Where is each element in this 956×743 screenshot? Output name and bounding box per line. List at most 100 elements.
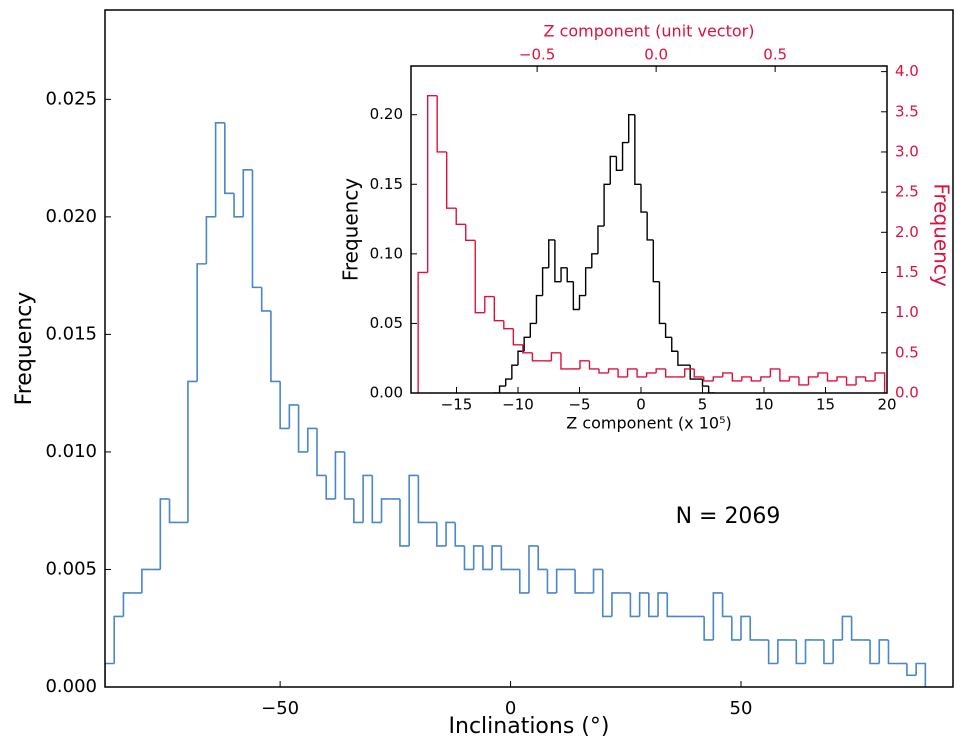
y-tick-label: 0.00 [370,384,403,402]
x-axis-label: Z component (x 10⁵) [566,414,731,433]
histogram-step [634,114,642,185]
histogram-step [522,344,533,354]
histogram-step [482,545,493,571]
histogram-step [645,372,657,377]
histogram-step [484,295,495,313]
histogram-step [626,368,638,377]
histogram-step [601,569,612,618]
histogram-step [572,281,580,311]
histogram-step [436,522,447,547]
y2-tick-label: 4.0 [895,62,919,80]
histogram-step [609,155,617,185]
histogram-step [529,322,537,338]
histogram-step [592,568,603,593]
histogram-step [841,615,852,640]
histogram-step [855,376,866,385]
y2-tick-label: 1.0 [895,303,919,321]
x2-axis-label: Z component (unit vector) [544,22,755,41]
histogram-step [465,224,476,242]
histogram-step [603,183,611,227]
histogram-step [845,376,857,386]
histogram-step [517,350,525,366]
histogram-step [353,498,364,524]
histogram-step [500,545,511,571]
y2-tick-label: 1.5 [895,263,919,281]
y2-tick-label: 2.0 [895,223,919,241]
histogram-step [297,404,308,453]
x-tick-label: 50 [730,698,753,719]
histogram-step [113,615,124,664]
histogram-step [554,239,562,283]
histogram-step [445,521,456,546]
histogram-step [159,498,170,570]
histogram-step [722,372,733,377]
histogram-step [518,569,529,594]
y-tick-label: 0.20 [370,105,403,123]
y-tick-label: 0.15 [370,175,403,193]
x-tick-label: −50 [261,698,299,719]
histogram-step [638,592,649,617]
y-tick-label: 0.025 [45,88,97,109]
histogram-step [205,216,216,264]
histogram-step [588,360,600,370]
histogram-step [804,639,815,664]
histogram-step [168,498,179,524]
histogram-step [535,294,543,324]
histogram-step [196,263,207,382]
histogram-step [878,639,889,664]
x-tick-label: 0 [636,396,646,414]
histogram-step [436,95,447,153]
x2-tick-label: 0.0 [644,46,668,64]
histogram-step [528,545,539,593]
y-tick-label: 0.10 [370,244,403,262]
inset-background [411,66,887,393]
histogram-step [798,376,809,386]
histogram-step [454,522,465,547]
x-tick-label: 5 [698,396,708,414]
histogram-step [664,368,676,378]
histogram-step [560,267,568,282]
histogram-step [887,639,898,665]
histogram-step [417,475,428,524]
histogram-step [426,95,438,273]
histogram-step [749,616,760,641]
histogram-step [677,351,685,366]
histogram-step [850,616,861,641]
annotation: N = 2069 [676,504,781,529]
histogram-step [306,427,317,452]
y-axis-label: Frequency [339,178,363,281]
histogram-step [648,592,659,618]
y2-tick-label: 0.0 [895,384,919,402]
histogram-step [615,156,623,172]
histogram-step [503,320,514,330]
histogram-step [224,122,235,195]
histogram-step [548,239,555,268]
y2-tick-label: 3.0 [895,142,919,160]
histogram-step [629,592,640,618]
histogram-step [498,385,506,393]
histogram-step [646,212,654,241]
histogram-step [760,376,771,381]
histogram-step [343,451,354,500]
histogram-step [636,368,647,378]
histogram-step [664,323,672,339]
histogram-step [906,663,917,677]
histogram-step [730,616,741,641]
histogram-step [836,376,847,381]
histogram-step [628,114,635,143]
histogram-step [546,569,557,594]
histogram-step [260,287,271,312]
histogram-step [621,141,629,171]
x-tick-label: 10 [754,396,773,414]
histogram-step [523,336,531,352]
histogram-step [380,498,391,523]
histogram-step [491,545,502,570]
histogram-step [671,337,678,352]
histogram-step [579,360,590,369]
histogram-step [279,381,290,430]
histogram-step [915,662,927,687]
x-tick-label: 15 [816,396,835,414]
histogram-step [578,294,586,310]
x2-tick-label: −0.5 [519,46,555,64]
